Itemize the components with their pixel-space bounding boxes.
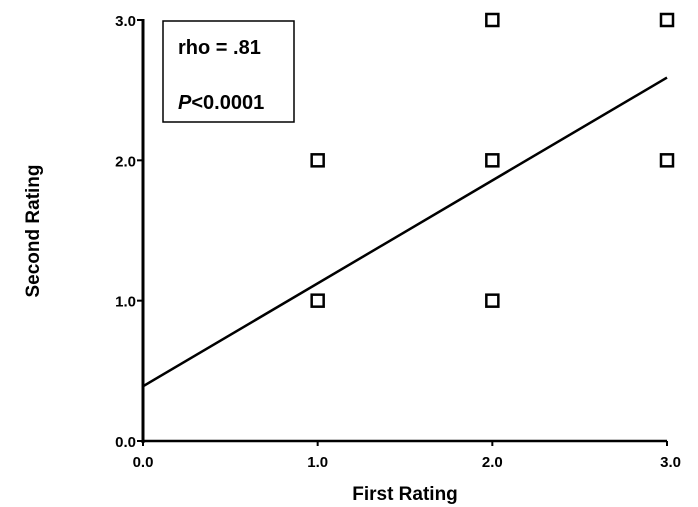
y-tick-label: 3.0 (115, 13, 136, 30)
y-tick-label: 1.0 (115, 294, 136, 311)
data-point (659, 153, 675, 168)
rho-label: rho = .81 (178, 37, 261, 59)
data-point (485, 153, 500, 168)
y-tick-label: 0.0 (115, 434, 136, 451)
p-value-label: P<0.0001 (178, 92, 264, 114)
stats-box (162, 20, 295, 123)
x-axis-title: First Rating (352, 484, 458, 505)
p-symbol: P (178, 92, 192, 114)
data-point (310, 153, 325, 168)
data-point (659, 12, 675, 28)
x-tick-label: 2.0 (482, 454, 503, 471)
data-point (485, 12, 500, 28)
data-point (310, 293, 325, 308)
x-tick-label: 0.0 (133, 454, 154, 471)
data-point (485, 293, 500, 308)
p-value: <0.0001 (191, 92, 264, 114)
x-tick-label: 1.0 (307, 454, 328, 471)
regression-line (142, 76, 668, 388)
y-tick-label: 2.0 (115, 153, 136, 170)
y-axis-title: Second Rating (23, 164, 44, 297)
x-tick-label: 3.0 (660, 454, 681, 471)
